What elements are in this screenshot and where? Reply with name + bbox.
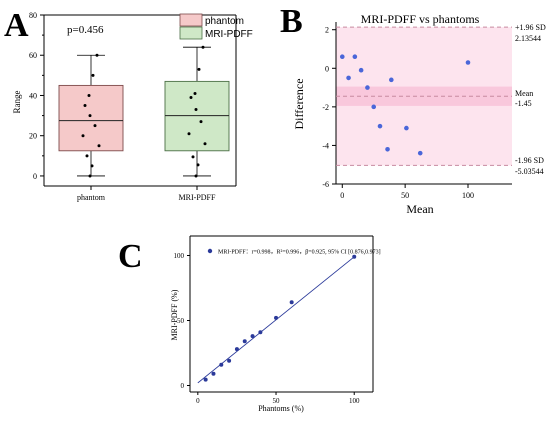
a-y-tick-label: 20 xyxy=(29,132,37,141)
b-data-point xyxy=(365,85,370,90)
a-data-point xyxy=(197,67,201,71)
b-x-tick-label: 0 xyxy=(340,191,344,200)
a-data-point xyxy=(203,142,207,146)
b-y-tick-label: -6 xyxy=(322,180,329,189)
b-y-tick-label: 0 xyxy=(325,64,329,73)
c-data-point xyxy=(234,347,239,352)
a-y-tick-label: 60 xyxy=(29,51,37,60)
c-x-tick-label: 0 xyxy=(196,397,200,405)
b-x-tick-label: 50 xyxy=(401,191,409,200)
b-y-label: Difference xyxy=(292,78,306,129)
c-y-tick-label: 0 xyxy=(181,382,185,390)
a-data-point xyxy=(97,144,101,148)
b-y-tick-label: -4 xyxy=(322,141,329,150)
b-mean-value: -1.45 xyxy=(515,99,532,108)
a-data-point xyxy=(90,164,94,168)
b-data-point xyxy=(346,75,351,81)
c-data-point xyxy=(211,371,216,376)
a-data-point xyxy=(187,132,191,136)
panel-b-letter: B xyxy=(280,3,303,40)
a-legend-swatch-mripdff xyxy=(179,26,203,40)
b-data-point xyxy=(358,67,364,73)
a-legend-label-phantom: phantom xyxy=(205,16,244,27)
a-y-tick-label: 80 xyxy=(29,11,37,20)
a-x-tick-label: phantom xyxy=(77,193,106,202)
a-data-point xyxy=(91,73,95,77)
c-data-point xyxy=(258,330,263,335)
c-y-label: MRI-PDFF (%) xyxy=(170,289,179,340)
panel-a-letter: A xyxy=(4,7,29,44)
b-y-tick-label: -2 xyxy=(322,103,329,112)
a-data-point xyxy=(194,174,198,178)
b-data-point xyxy=(385,146,390,152)
c-x-label: Phantoms (%) xyxy=(258,404,304,413)
a-data-point xyxy=(201,45,205,49)
panel-b: B -6 -4 -2 0 2 0 50 100 MRI-PDFF vs phantoms Di… xyxy=(280,3,546,216)
b-data-point xyxy=(465,60,471,65)
a-data-point xyxy=(81,134,85,138)
b-upper-sd-label: +1.96 SD xyxy=(515,23,546,32)
b-data-point xyxy=(404,125,409,131)
a-x-tick-label: MRI-PDFF xyxy=(179,193,216,202)
a-data-point xyxy=(93,124,97,128)
panel-c: C 0 50 100 0 50 100 MRI-PDFF：r=0.998，R²=0.996… xyxy=(118,235,381,413)
a-legend-label-mripdff: MRI-PDFF xyxy=(205,29,253,40)
c-y-tick-label: 50 xyxy=(177,317,185,325)
b-title: MRI-PDFF vs phantoms xyxy=(361,12,480,26)
a-data-point xyxy=(193,91,197,95)
a-data-point xyxy=(87,93,91,97)
a-data-point xyxy=(83,104,87,108)
a-data-point xyxy=(85,154,89,158)
b-x-tick-label: 100 xyxy=(462,191,474,200)
a-data-point xyxy=(88,114,92,118)
a-legend: phantom MRI-PDFF xyxy=(179,13,253,40)
c-legend-marker xyxy=(207,248,213,254)
a-y-tick-label: 0 xyxy=(33,172,37,181)
b-y-tick-label: 2 xyxy=(325,26,329,35)
b-lower-sd-label: -1.96 SD xyxy=(515,156,544,165)
b-lower-value: -5.03544 xyxy=(515,167,544,176)
a-legend-swatch-phantom xyxy=(179,13,203,27)
b-data-point xyxy=(352,54,358,60)
a-data-point xyxy=(88,174,92,178)
panel-c-letter: C xyxy=(118,238,143,275)
c-x-tick-label: 100 xyxy=(349,397,360,405)
c-legend-label: MRI-PDFF：r=0.998，R²=0.996，β=0.925, 95% C… xyxy=(218,250,381,256)
b-mean-label: Mean xyxy=(515,89,533,98)
b-data-point xyxy=(339,54,345,60)
a-data-point xyxy=(199,120,203,124)
a-data-point xyxy=(95,53,99,57)
b-data-point xyxy=(417,150,423,156)
a-data-point xyxy=(194,108,198,112)
c-data-point xyxy=(289,300,294,305)
a-data-point xyxy=(191,155,195,159)
c-data-point xyxy=(274,315,279,320)
b-data-point xyxy=(371,104,377,110)
a-data-point xyxy=(189,95,193,99)
b-x-label: Mean xyxy=(406,202,433,216)
c-data-point xyxy=(227,358,232,363)
b-upper-value: 2.13544 xyxy=(515,34,541,43)
a-box xyxy=(58,84,124,152)
a-y-label: Range xyxy=(12,91,22,114)
c-x-tick-label: 50 xyxy=(273,397,281,405)
a-data-point xyxy=(196,163,200,167)
a-annotation: p=0.456 xyxy=(67,24,104,36)
a-box xyxy=(164,80,230,152)
b-data-point xyxy=(389,77,394,83)
b-data-point xyxy=(377,123,383,129)
c-data-point xyxy=(219,362,224,367)
c-data-point xyxy=(250,334,255,339)
c-data-point xyxy=(352,254,357,259)
c-data-point xyxy=(203,377,208,382)
panel-a: A p=0.456 Range 0 20 40 60 80 phantom MRI-PDF… xyxy=(4,7,253,202)
c-data-point xyxy=(242,339,247,344)
a-y-tick-label: 40 xyxy=(29,91,37,100)
c-y-tick-label: 100 xyxy=(174,252,185,260)
